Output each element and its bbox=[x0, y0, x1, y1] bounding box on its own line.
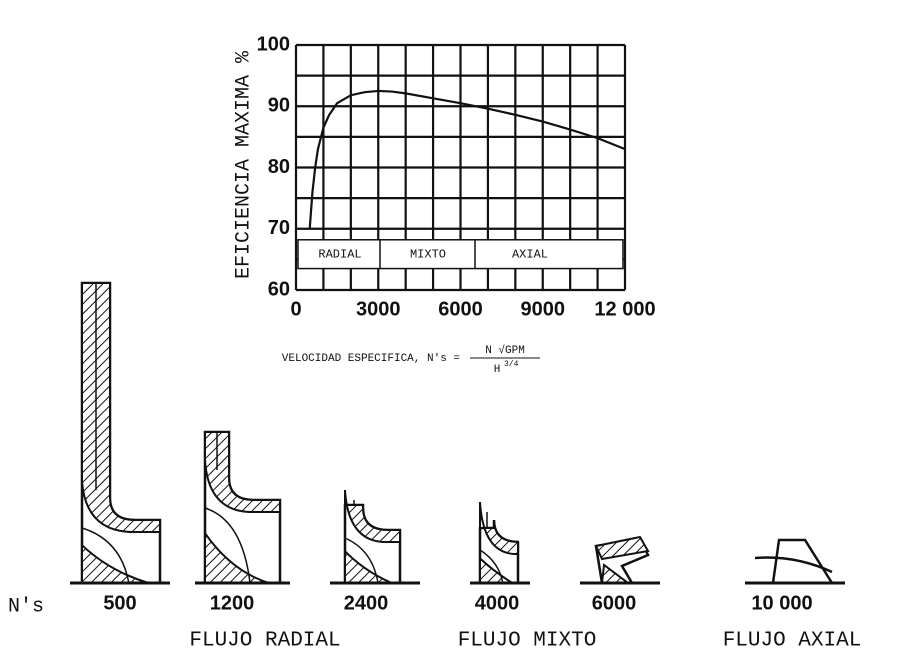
y-axis-label: EFICIENCIA MAXIMA % bbox=[232, 50, 255, 279]
x-tick-label: 12 000 bbox=[594, 298, 655, 320]
impeller-vane bbox=[204, 507, 251, 584]
region-label: RADIAL bbox=[318, 247, 361, 261]
x-tick-label: 3000 bbox=[356, 298, 401, 320]
impeller-vane bbox=[344, 537, 379, 584]
y-tick-label: 60 bbox=[268, 278, 290, 300]
impeller-shroud bbox=[594, 535, 650, 561]
impeller-shroud bbox=[81, 282, 161, 533]
region-label: AXIAL bbox=[512, 247, 548, 261]
ns-label: 4000 bbox=[475, 592, 520, 614]
impeller-vane bbox=[479, 549, 504, 584]
impeller-shroud bbox=[344, 489, 401, 543]
ns-label: 2400 bbox=[344, 592, 389, 614]
x-tick-label: 0 bbox=[290, 298, 301, 320]
flow-group-label: FLUJO AXIAL bbox=[723, 630, 862, 653]
flow-group-label: FLUJO RADIAL bbox=[189, 630, 340, 653]
formula-denominator: H bbox=[494, 364, 501, 376]
flow-group-label: FLUJO MIXTO bbox=[458, 630, 597, 653]
y-tick-label: 80 bbox=[268, 156, 290, 178]
ns-label: 6000 bbox=[592, 592, 637, 614]
ns-label: 500 bbox=[103, 592, 136, 614]
impeller-shroud bbox=[204, 431, 281, 513]
impellers bbox=[70, 281, 845, 585]
x-axis-label: VELOCIDAD ESPECIFICA, N's = bbox=[282, 353, 460, 365]
formula-exponent: 3/4 bbox=[504, 360, 519, 369]
y-tick-label: 90 bbox=[268, 95, 290, 117]
ns-label: 1200 bbox=[210, 592, 255, 614]
impeller-vane bbox=[81, 527, 130, 584]
x-tick-label: 6000 bbox=[438, 298, 483, 320]
impeller-shroud bbox=[479, 501, 520, 555]
ns-label: 10 000 bbox=[751, 592, 812, 614]
formula-numerator: N √GPM bbox=[485, 344, 525, 357]
x-tick-label: 9000 bbox=[521, 298, 566, 320]
y-tick-label: 100 bbox=[257, 33, 290, 55]
y-tick-label: 70 bbox=[268, 217, 290, 239]
ns-axis-label: N's bbox=[8, 595, 44, 618]
efficiency-curve bbox=[308, 89, 626, 229]
region-band bbox=[297, 239, 624, 270]
region-label: MIXTO bbox=[410, 247, 446, 261]
impeller-blade bbox=[754, 556, 833, 574]
